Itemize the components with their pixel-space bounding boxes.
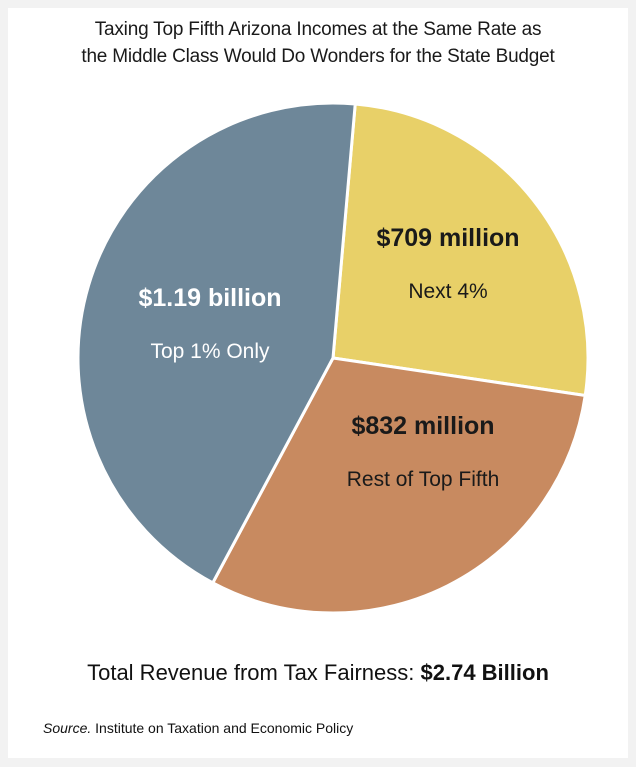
chart-title-line-2: the Middle Class Would Do Wonders for th… bbox=[81, 46, 555, 67]
chart-title: Taxing Top Fifth Arizona Incomes at the … bbox=[0, 16, 636, 70]
slice-value-label: $832 million bbox=[351, 412, 494, 440]
pie-slice-next-4- bbox=[331, 102, 590, 398]
chart-title-line-1: Taxing Top Fifth Arizona Incomes at the … bbox=[94, 19, 542, 40]
slice-value-label: $709 million bbox=[376, 224, 519, 252]
source-note: Source. Institute on Taxation and Econom… bbox=[43, 720, 353, 736]
pie-labels: $709 million Next 4% $832 million Rest of T… bbox=[138, 224, 519, 491]
pie-slice-top-1-only bbox=[76, 101, 357, 585]
total-revenue-value: $2.74 Billion bbox=[420, 660, 549, 685]
pie-slices bbox=[76, 101, 590, 615]
source-label: Source. bbox=[43, 720, 92, 736]
total-revenue-label: Total Revenue from Tax Fairness: bbox=[87, 660, 421, 685]
source-text: Institute on Taxation and Economic Polic… bbox=[91, 720, 354, 736]
total-revenue: Total Revenue from Tax Fairness: $2.74 B… bbox=[0, 660, 636, 686]
slice-value-label: $1.19 billion bbox=[138, 284, 281, 312]
slice-category-label: Top 1% Only bbox=[150, 340, 270, 363]
pie-slice-rest-of-top-fifth bbox=[211, 356, 587, 615]
slice-category-label: Next 4% bbox=[408, 280, 487, 303]
slice-category-label: Rest of Top Fifth bbox=[347, 468, 500, 491]
